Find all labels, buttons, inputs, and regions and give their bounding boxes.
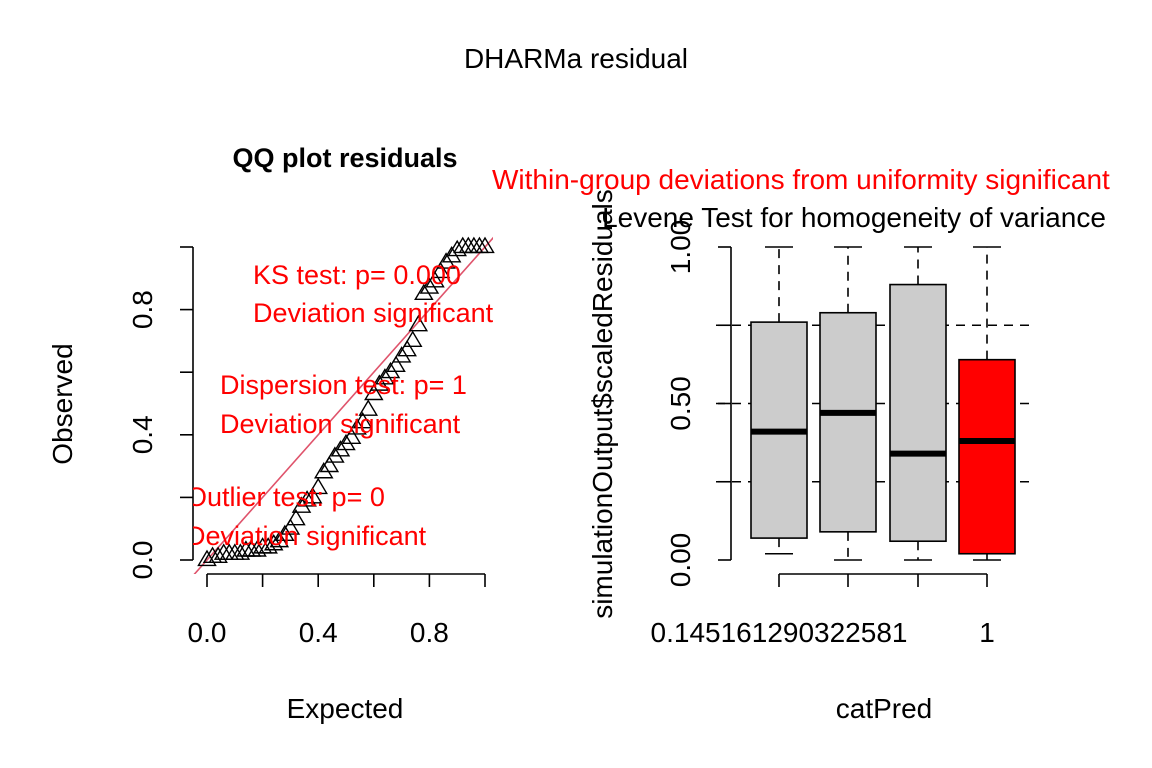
qq-point: [391, 346, 412, 363]
qq-point: [302, 487, 323, 504]
qq-point: [475, 236, 495, 254]
qq-point: [286, 508, 306, 526]
ks-test-line1: KS test: p= 0.000: [253, 260, 461, 290]
levene-box: [819, 246, 877, 561]
qq-point: [308, 477, 328, 495]
qq-point: [319, 455, 340, 473]
levene-box: [889, 246, 947, 561]
qq-point: [347, 418, 367, 435]
qq-ylabel: Observed: [47, 343, 78, 464]
qq-point: [263, 533, 284, 551]
box-body: [889, 283, 947, 543]
qq-point: [275, 524, 295, 542]
qq-point: [419, 277, 440, 294]
levene-ylabel: simulationOutput$scaledResiduals: [587, 189, 618, 619]
figure-title: DHARMa residual: [464, 43, 688, 74]
qq-point: [364, 383, 384, 401]
qq-point: [436, 252, 456, 269]
levene-axes: 0.00 0.50 1.00 0.145161290322581 1: [651, 220, 995, 648]
qq-point: [402, 330, 423, 347]
qq-y-tick-label: 0.0: [127, 541, 158, 580]
levene-y-tick-label: 1.00: [665, 220, 696, 275]
levene-subtitle: Within-group deviations from uniformity …: [492, 164, 1110, 195]
qq-point: [358, 399, 379, 416]
dispersion-test-line1: Dispersion test: p= 1: [220, 370, 467, 400]
dispersion-test-line2: Deviation significant: [220, 409, 461, 439]
qq-point: [341, 427, 362, 445]
qq-point: [352, 411, 373, 429]
levene-box: [750, 246, 808, 555]
outlier-test-line2: Deviation significant: [186, 521, 427, 551]
box-body: [819, 311, 877, 533]
qq-point: [464, 236, 484, 254]
qq-x-tick-label: 0.0: [188, 617, 227, 648]
qq-point: [408, 314, 429, 332]
qq-point: [325, 446, 345, 463]
qq-point: [375, 368, 395, 385]
qq-point: [280, 518, 301, 535]
qq-point: [441, 246, 462, 263]
qq-point: [297, 490, 317, 507]
qq-point: [291, 496, 312, 513]
qq-axes: 0.0 0.4 0.8 0.0 0.4 0.8: [127, 246, 486, 648]
ks-test-line2: Deviation significant: [253, 298, 494, 328]
qq-point: [369, 374, 390, 391]
qq-x-tick-label: 0.4: [299, 617, 338, 648]
box-body: [958, 358, 1016, 555]
qq-point: [330, 440, 351, 457]
qq-point: [386, 355, 406, 373]
qq-point: [336, 433, 356, 451]
qq-point: [380, 361, 401, 379]
qq-point: [469, 236, 490, 254]
qq-y-tick-label: 0.8: [127, 290, 158, 329]
qq-point: [414, 283, 434, 301]
qq-point: [425, 271, 445, 288]
qq-point: [313, 461, 334, 479]
qq-point: [258, 537, 278, 554]
levene-box: [958, 246, 1016, 561]
levene-x-tick-label: 0.145161290322581: [651, 617, 908, 648]
qq-point: [430, 261, 451, 279]
qq-point: [269, 530, 290, 548]
qq-xlabel: Expected: [287, 693, 404, 724]
qq-y-tick-label: 0.4: [127, 415, 158, 454]
qq-title: QQ plot residuals: [232, 143, 457, 173]
levene-xlabel: catPred: [836, 693, 933, 724]
levene-x-tick-label: 1: [979, 617, 995, 648]
outlier-test-line1: Outlier test: p= 0: [186, 482, 385, 512]
qq-points: [197, 236, 495, 567]
levene-title: Levene Test for homogeneity of variance: [602, 202, 1106, 233]
levene-y-tick-label: 0.50: [665, 376, 696, 431]
levene-boxes: [750, 246, 1016, 561]
levene-y-tick-label: 0.00: [665, 533, 696, 588]
qq-reference-line: [193, 236, 493, 574]
levene-panel: Within-group deviations from uniformity …: [492, 164, 1110, 724]
qq-annotations: KS test: p= 0.000 Deviation significant …: [186, 260, 494, 551]
qq-panel: QQ plot residuals 0.0 0.4 0.8 0.0 0.4 0.8 KS …: [47, 143, 495, 724]
qq-x-tick-label: 0.8: [410, 617, 449, 648]
qq-point: [397, 339, 417, 357]
